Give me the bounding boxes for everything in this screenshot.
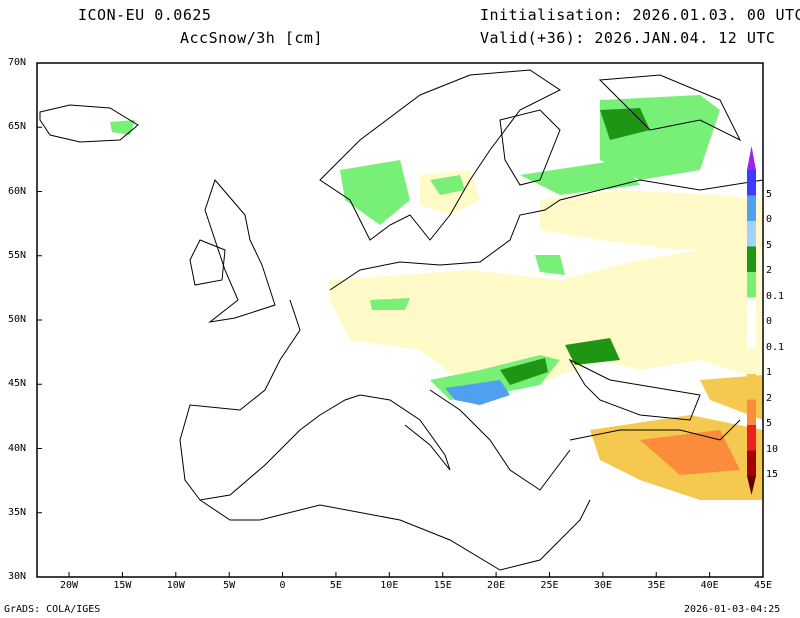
lon-label: 45E bbox=[753, 580, 773, 591]
colorbar-label: 0.1 bbox=[766, 341, 785, 353]
axis-ticks bbox=[37, 62, 764, 578]
valid-time: Valid(+36): 2026.JAN.04. 12 UTC bbox=[480, 29, 776, 47]
colorbar-bin bbox=[747, 374, 756, 400]
colorbar-bin bbox=[747, 323, 756, 349]
lon-label: 15W bbox=[113, 580, 132, 591]
colorbar-bin bbox=[747, 170, 756, 196]
footer-left: GrADS: COLA/IGES bbox=[4, 604, 101, 615]
lat-label: 60N bbox=[8, 185, 27, 197]
colorbar-bin bbox=[747, 425, 756, 451]
colorbar-bin bbox=[747, 272, 756, 298]
lat-label: 50N bbox=[8, 314, 27, 325]
lon-label: 25E bbox=[540, 580, 559, 591]
lat-label: 45N bbox=[8, 378, 27, 390]
lat-label: 70N bbox=[8, 57, 27, 68]
model-title: ICON-EU 0.0625 bbox=[78, 6, 212, 24]
coastlines bbox=[39, 69, 764, 571]
lon-label: 10E bbox=[380, 580, 399, 591]
colorbar-bin bbox=[747, 399, 756, 425]
colorbar-bin bbox=[747, 297, 756, 323]
field-title: AccSnow/3h [cm] bbox=[180, 29, 323, 47]
colorbar-label: 5 bbox=[766, 188, 773, 200]
colorbar-label: 1 bbox=[766, 367, 773, 378]
colorbar-label: 0.1 bbox=[766, 290, 785, 302]
colorbar-label: 2 bbox=[766, 392, 773, 404]
lon-label: 15E bbox=[433, 580, 452, 591]
colorbar-bottom-arrow bbox=[747, 476, 756, 495]
lon-label: 20E bbox=[487, 580, 506, 591]
lat-label: 65N bbox=[8, 121, 27, 133]
lat-label: 55N bbox=[8, 249, 27, 261]
colorbar-bin bbox=[747, 221, 756, 247]
colorbar-label: 5 bbox=[766, 418, 773, 429]
lon-label: 5E bbox=[329, 580, 342, 591]
colorbar-bin bbox=[747, 450, 756, 476]
init-time: Initialisation: 2026.01.03. 00 UTC bbox=[480, 6, 800, 24]
colorbar-top-arrow bbox=[747, 146, 756, 170]
lon-label: 40E bbox=[700, 580, 719, 591]
colorbar bbox=[747, 146, 756, 495]
lon-label: 30E bbox=[593, 580, 612, 591]
lon-label: 35E bbox=[647, 580, 666, 591]
colorbar-label: 0 bbox=[766, 214, 773, 225]
lon-label: 10W bbox=[166, 580, 185, 591]
colorbar-bin bbox=[747, 348, 756, 374]
colorbar-label: 0 bbox=[766, 316, 773, 327]
snow-fields bbox=[110, 95, 763, 500]
lon-label: 5W bbox=[223, 580, 236, 591]
lat-label: 35N bbox=[8, 506, 27, 518]
lon-label: 20W bbox=[59, 580, 79, 591]
colorbar-bin bbox=[747, 195, 756, 221]
colorbar-label: 2 bbox=[766, 265, 773, 276]
colorbar-label: 10 bbox=[766, 443, 779, 455]
colorbar-label: 5 bbox=[766, 239, 773, 251]
footer-right: 2026-01-03-04:25 bbox=[684, 604, 781, 615]
colorbar-label: 15 bbox=[766, 469, 779, 480]
lon-label: 0 bbox=[279, 580, 286, 591]
lat-label: 40N bbox=[8, 442, 27, 454]
lat-label: 30N bbox=[8, 571, 27, 582]
colorbar-bin bbox=[747, 246, 756, 272]
